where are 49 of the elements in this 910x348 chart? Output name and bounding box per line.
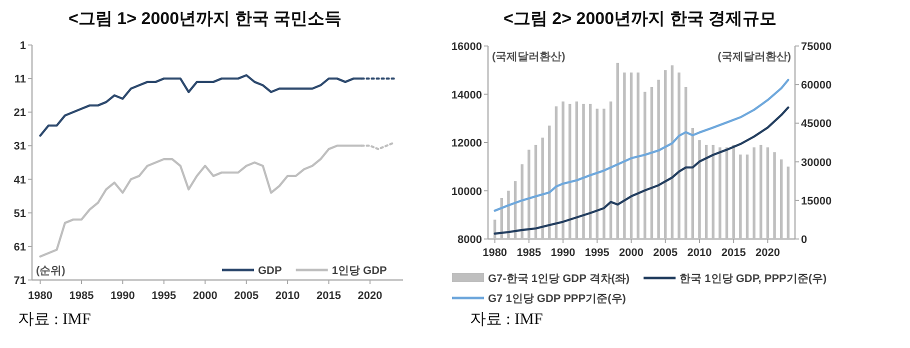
- y-tick-label: 8000: [458, 234, 482, 246]
- x-tick-label: 2010: [275, 290, 300, 302]
- y2-tick-label: 0: [801, 234, 808, 246]
- annotation: (국제달러환산): [718, 51, 792, 63]
- x-tick-label: 1990: [550, 247, 576, 259]
- x-tick-label: 2010: [687, 247, 712, 259]
- annotation: (국제달러환산): [492, 51, 566, 63]
- y-tick-label: 16000: [451, 41, 482, 53]
- x-tick-label: 2000: [619, 247, 644, 259]
- x-tick-label: 2020: [358, 290, 382, 302]
- legend-label: G7-한국 1인당 GDP 격차(좌): [488, 273, 630, 285]
- y-tick-label: 51: [14, 208, 26, 220]
- y2-tick-label: 75000: [801, 41, 832, 53]
- x-tick-label: 2015: [316, 290, 342, 302]
- y-tick-label: 71: [14, 275, 26, 287]
- annotation: (순위): [36, 265, 66, 277]
- chart-title: <그림 1> 2000년까지 한국 국민소득: [68, 9, 342, 28]
- legend-label: G7 1인당 GDP PPP기준(우): [488, 293, 626, 305]
- x-tick-label: 2005: [234, 290, 259, 302]
- y2-tick-label: 30000: [801, 156, 832, 169]
- text: 자료 : IMF: [470, 311, 543, 328]
- x-tick-label: 1995: [152, 290, 176, 302]
- legend-label: 한국 1인당 GDP, PPP기준(우): [680, 273, 828, 285]
- y-tick-label: 11: [14, 74, 26, 86]
- x-tick-label: 1995: [584, 247, 610, 259]
- y2-tick-label: 60000: [801, 80, 832, 92]
- y-tick-label: 21: [14, 107, 26, 120]
- x-tick-label: 2005: [653, 247, 678, 259]
- x-tick-label: 2020: [755, 247, 780, 259]
- x-tick-label: 1980: [482, 247, 508, 259]
- x-tick-label: 1985: [69, 290, 94, 302]
- y-tick-label: 12000: [451, 138, 482, 150]
- text: 자료 : IMF: [18, 311, 91, 328]
- legend-label: 1인당 GDP: [332, 265, 387, 277]
- x-tick-label: 1990: [110, 290, 135, 302]
- y-tick-label: 61: [14, 241, 26, 254]
- y-tick-label: 41: [14, 174, 26, 186]
- chart-title: <그림 2> 2000년까지 한국 경제규모: [503, 9, 777, 28]
- y2-tick-label: 15000: [801, 195, 832, 208]
- y-tick-label: 14000: [451, 89, 482, 102]
- x-tick-label: 1985: [516, 247, 542, 259]
- x-tick-label: 1980: [28, 290, 52, 302]
- y2-tick-label: 45000: [801, 118, 832, 130]
- y-tick-label: 31: [14, 140, 26, 153]
- x-tick-label: 2015: [721, 247, 746, 259]
- legend-label: GDP: [258, 265, 282, 277]
- y-tick-label: 10000: [451, 186, 482, 198]
- y-tick-label: 1: [20, 40, 26, 52]
- x-tick-label: 2000: [192, 290, 218, 302]
